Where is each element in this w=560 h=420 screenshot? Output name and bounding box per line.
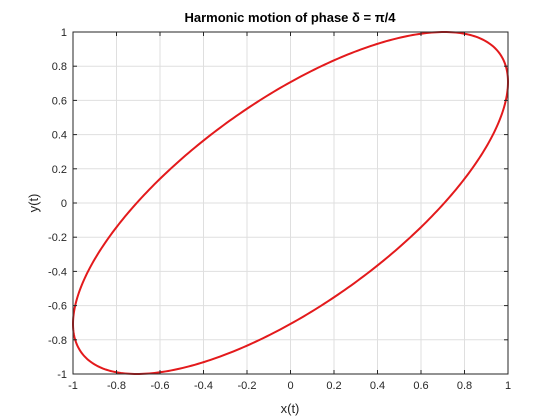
y-tick-label: -0.6: [48, 301, 67, 313]
x-tick-label: 0.6: [413, 380, 428, 392]
y-tick-label: -0.2: [48, 232, 67, 244]
x-tick-label: 0.2: [326, 380, 341, 392]
x-tick-label: -0.2: [238, 380, 257, 392]
x-tick-label: 0: [287, 380, 293, 392]
y-tick-label: 0.8: [52, 61, 67, 73]
x-tick-label: -0.4: [194, 380, 213, 392]
y-tick-label: 0: [61, 198, 67, 210]
y-tick-label: 0.2: [52, 164, 67, 176]
y-tick-label: 0.6: [52, 95, 67, 107]
x-axis-label: x(t): [281, 401, 300, 416]
y-tick-label: -1: [57, 369, 67, 381]
series-line: [71, 30, 510, 376]
y-axis-label: y(t): [26, 194, 41, 213]
y-tick-label: -0.8: [48, 335, 67, 347]
x-tick-label: -1: [68, 380, 78, 392]
y-tick-label: 1: [61, 27, 67, 39]
x-tick-label: -0.6: [151, 380, 170, 392]
x-tick-label: 0.4: [370, 380, 385, 392]
x-tick-label: -0.8: [107, 380, 126, 392]
x-tick-label: 1: [505, 380, 511, 392]
y-tick-label: -0.4: [48, 266, 67, 278]
x-axis: -1 -0.8 -0.6 -0.4 -0.2 0 0.2 0.4 0.6 0.8 1: [68, 32, 511, 392]
y-axis: -1 -0.8 -0.6 -0.4 -0.2 0 0.2 0.4 0.6 0.8 1: [48, 27, 508, 381]
y-tick-label: 0.4: [52, 130, 67, 142]
x-tick-label: 0.8: [457, 380, 472, 392]
chart-title: Harmonic motion of phase δ = π/4: [184, 10, 396, 25]
